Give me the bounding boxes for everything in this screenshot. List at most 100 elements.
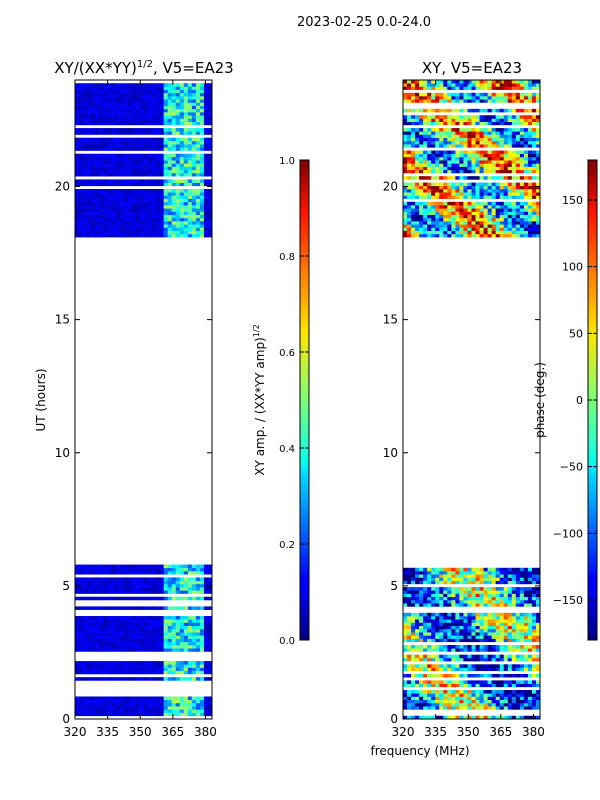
heatmap-cell: [175, 712, 181, 717]
heatmap-cell: [419, 221, 424, 225]
heatmap-cell: [171, 677, 177, 681]
heatmap-cell: [403, 715, 408, 720]
heatmap-cell: [79, 230, 84, 235]
heatmap-cell: [203, 140, 209, 145]
heatmap-cell: [75, 169, 80, 174]
heatmap-cell: [443, 612, 448, 617]
heatmap-cell: [179, 128, 185, 132]
heatmap-cell: [511, 696, 517, 700]
heatmap-cell: [75, 664, 80, 668]
heatmap-cell: [463, 205, 468, 209]
heatmap-cell: [163, 596, 169, 601]
heatmap-cell: [475, 696, 480, 700]
heatmap-cell: [479, 131, 484, 135]
heatmap-cell: [507, 144, 513, 148]
heatmap-cell: [447, 587, 452, 591]
heatmap-cell: [79, 221, 84, 225]
heatmap-cell: [451, 612, 456, 617]
heatmap-cell: [119, 201, 124, 206]
heatmap-cell: [147, 564, 152, 569]
heatmap-cell: [75, 108, 80, 113]
heatmap-cell: [175, 137, 181, 142]
heatmap-cell: [159, 169, 165, 174]
heatmap-cell: [419, 664, 424, 668]
heatmap-cell: [159, 102, 165, 106]
heatmap-cell: [95, 144, 100, 148]
heatmap-cell: [187, 227, 193, 231]
heatmap-cell: [147, 201, 152, 206]
heatmap-row: [403, 702, 541, 707]
heatmap-cell: [95, 214, 100, 219]
heatmap-cell: [203, 112, 209, 116]
heatmap-cell: [479, 612, 484, 617]
heatmap-cell: [419, 628, 424, 633]
heatmap-cell: [139, 96, 144, 100]
heatmap-cell: [95, 211, 100, 215]
heatmap-cell: [107, 89, 112, 94]
heatmap-cell: [423, 715, 428, 720]
heatmap-cell: [143, 564, 148, 569]
heatmap-cell: [451, 208, 456, 212]
heatmap-cell: [167, 137, 173, 142]
heatmap-cell: [535, 150, 541, 155]
heatmap-cell: [523, 185, 529, 190]
heatmap-cell: [115, 118, 120, 122]
heatmap-cell: [475, 715, 480, 720]
heatmap-cell: [435, 699, 440, 704]
heatmap-cell: [107, 121, 112, 126]
heatmap-cell: [187, 92, 193, 97]
heatmap-cell: [419, 134, 424, 139]
heatmap-cell: [163, 102, 169, 106]
heatmap-cell: [155, 156, 161, 161]
heatmap-cell: [163, 606, 169, 610]
heatmap-cell: [79, 160, 84, 164]
heatmap-cell: [423, 189, 428, 193]
heatmap-cell: [123, 99, 128, 103]
heatmap-cell: [155, 564, 161, 569]
heatmap-cell: [99, 606, 104, 610]
heatmap-cell: [499, 140, 505, 145]
heatmap-cell: [83, 137, 88, 142]
heatmap-cell: [475, 590, 480, 594]
heatmap-row: [75, 137, 213, 142]
heatmap-cell: [187, 580, 193, 585]
heatmap-cell: [423, 622, 428, 626]
heatmap-cell: [175, 166, 181, 171]
heatmap-cell: [527, 221, 533, 225]
heatmap-cell: [203, 96, 209, 100]
heatmap-cell: [427, 208, 432, 212]
heatmap-cell: [171, 131, 177, 135]
heatmap-cell: [459, 182, 464, 187]
heatmap-cell: [191, 616, 197, 620]
heatmap-cell: [111, 192, 116, 196]
heatmap-cell: [475, 699, 480, 704]
heatmap-cell: [163, 638, 169, 643]
heatmap-row: [403, 574, 541, 578]
heatmap-cell: [111, 616, 116, 620]
heatmap-cell: [523, 192, 529, 196]
colorbar-tick-label: 0.0: [279, 636, 295, 647]
heatmap-cell: [535, 577, 541, 581]
heatmap-cell: [519, 599, 525, 604]
heatmap-cell: [423, 587, 428, 591]
heatmap-cell: [139, 89, 144, 94]
heatmap-cell: [447, 632, 452, 636]
heatmap-cell: [419, 205, 424, 209]
heatmap-cell: [135, 156, 140, 161]
heatmap-cell: [111, 201, 116, 206]
heatmap-cell: [183, 625, 189, 630]
heatmap-cell: [175, 667, 181, 672]
heatmap-row: [403, 664, 541, 668]
heatmap-cell: [459, 574, 464, 578]
heatmap-cell: [431, 574, 436, 578]
heatmap-cell: [439, 230, 444, 235]
heatmap-cell: [143, 121, 148, 126]
heatmap-cell: [455, 574, 460, 578]
heatmap-cell: [427, 211, 432, 215]
heatmap-cell: [435, 233, 440, 238]
heatmap-cell: [531, 632, 537, 636]
heatmap-cell: [159, 211, 165, 215]
heatmap-cell: [175, 115, 181, 119]
heatmap-cell: [415, 590, 420, 594]
heatmap-cell: [507, 150, 513, 155]
